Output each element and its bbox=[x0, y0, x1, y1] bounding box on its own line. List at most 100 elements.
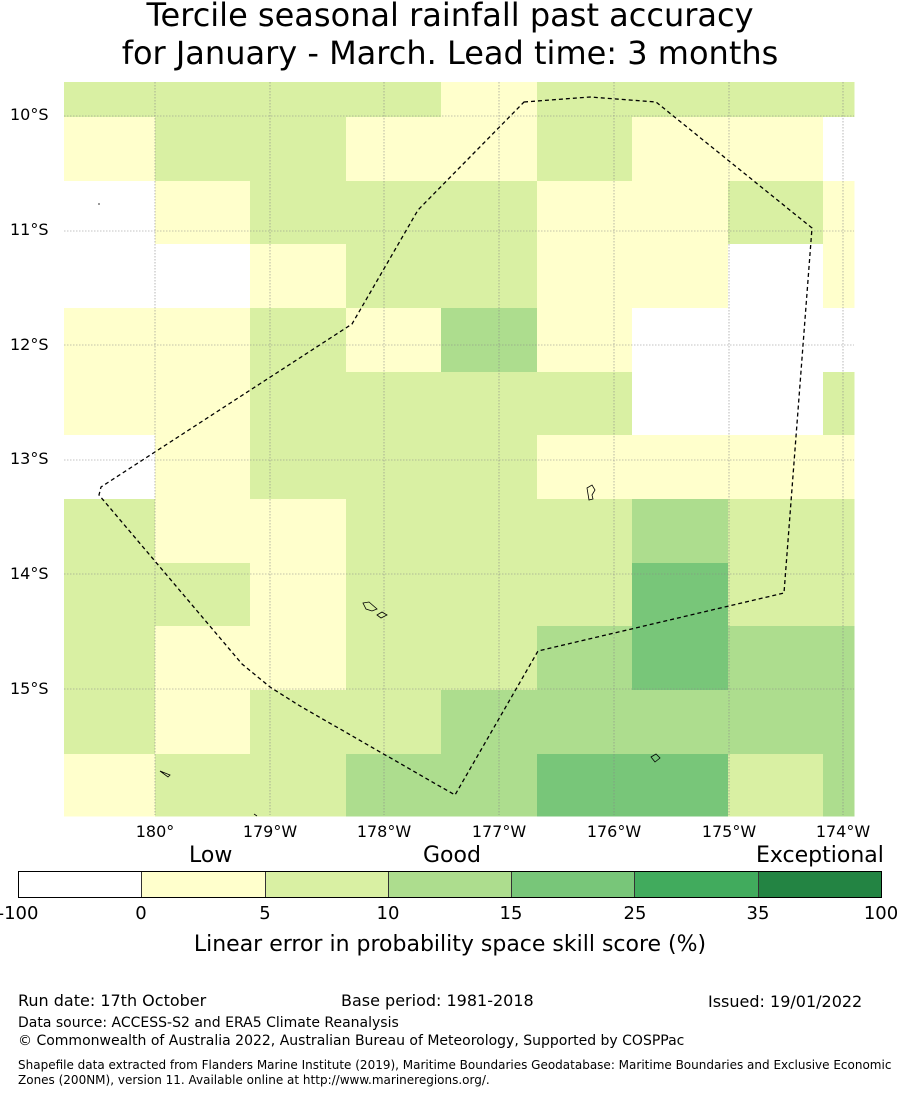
grid-cell bbox=[632, 308, 729, 373]
grid-cell bbox=[155, 82, 251, 118]
island-outline bbox=[586, 484, 596, 501]
legend-category-exceptional: Exceptional bbox=[756, 843, 884, 868]
grid-cell bbox=[728, 754, 824, 817]
shapefile-credit: Shapefile data extracted from Flanders M… bbox=[18, 1058, 892, 1087]
grid-cell bbox=[64, 499, 156, 564]
grid-cell bbox=[728, 499, 824, 564]
chart-title-line-2: for January - March. Lead time: 3 months bbox=[121, 34, 779, 72]
lat-label-10s: 10°S bbox=[10, 105, 49, 124]
grid-cell bbox=[346, 308, 442, 373]
grid-cell bbox=[632, 690, 729, 755]
grid-cell bbox=[441, 82, 538, 118]
grid-cell bbox=[728, 181, 824, 245]
grid-cell bbox=[823, 690, 855, 755]
grid-cell bbox=[64, 626, 156, 691]
lat-label-11s: 11°S bbox=[10, 220, 49, 239]
grid-cell bbox=[250, 690, 347, 755]
grid-cell bbox=[155, 435, 251, 500]
grid-cell bbox=[250, 754, 347, 817]
skill-score-map bbox=[64, 82, 855, 817]
grid-cell bbox=[441, 626, 538, 691]
grid-cell bbox=[441, 435, 538, 500]
colorbar-segment bbox=[265, 872, 389, 897]
grid-cell bbox=[728, 82, 824, 118]
grid-cell bbox=[64, 244, 156, 309]
grid-cell bbox=[155, 308, 251, 373]
grid-cell bbox=[64, 308, 156, 373]
lon-label-180: 180° bbox=[135, 822, 175, 841]
grid-cell bbox=[728, 117, 824, 182]
grid-cell bbox=[441, 754, 538, 817]
colorbar-tick: 25 bbox=[623, 903, 647, 924]
grid-cells bbox=[64, 82, 855, 817]
grid-cell bbox=[250, 308, 347, 373]
grid-cell bbox=[250, 563, 347, 627]
colorbar-title: Linear error in probability space skill … bbox=[193, 932, 707, 957]
grid-cell bbox=[728, 244, 824, 309]
legend-category-low: Low bbox=[189, 843, 233, 868]
grid-cell bbox=[155, 626, 251, 691]
grid-cell bbox=[537, 499, 633, 564]
grid-cell bbox=[728, 626, 824, 691]
grid-cell bbox=[441, 690, 538, 755]
eez-boundary bbox=[98, 96, 813, 796]
grid-cell bbox=[250, 181, 347, 245]
grid-cell bbox=[346, 626, 442, 691]
colorbar-segment bbox=[388, 872, 513, 897]
grid-cell bbox=[823, 754, 855, 817]
grid-cell bbox=[823, 244, 855, 309]
grid-cell bbox=[64, 181, 156, 245]
island-outline bbox=[253, 813, 258, 817]
grid-cell bbox=[537, 754, 633, 817]
grid-cell bbox=[346, 563, 442, 627]
lat-label-14s: 14°S bbox=[10, 564, 49, 583]
grid-cell bbox=[537, 563, 633, 627]
lon-label-175w: 175°W bbox=[701, 822, 757, 841]
colorbar-segment bbox=[512, 872, 636, 897]
grid-cell bbox=[441, 563, 538, 627]
grid-cell bbox=[64, 563, 156, 627]
grid-cell bbox=[823, 563, 855, 627]
island-outline bbox=[362, 601, 378, 612]
grid-cell bbox=[632, 117, 729, 182]
grid-cell bbox=[155, 499, 251, 564]
grid-cell bbox=[346, 690, 442, 755]
grid-cell bbox=[441, 499, 538, 564]
legend-category-good: Good bbox=[423, 843, 481, 868]
grid-cell bbox=[537, 690, 633, 755]
colorbar-tick: -100 bbox=[0, 903, 39, 924]
lon-label-174w: 174°W bbox=[815, 822, 871, 841]
grid-cell bbox=[537, 308, 633, 373]
lon-label-178w: 178°W bbox=[356, 822, 412, 841]
colorbar-segment bbox=[758, 872, 881, 897]
grid-cell bbox=[537, 435, 633, 500]
grid-cell bbox=[632, 244, 729, 309]
island-outlines bbox=[98, 203, 661, 817]
grid-cell bbox=[250, 435, 347, 500]
base-period: Base period: 1981-2018 bbox=[341, 991, 534, 1010]
colorbar-tick: 5 bbox=[259, 903, 271, 924]
colorbar bbox=[18, 871, 882, 898]
grid-cell bbox=[64, 754, 156, 817]
grid-cell bbox=[155, 690, 251, 755]
grid-cell bbox=[155, 754, 251, 817]
island-outline bbox=[650, 753, 661, 763]
grid-cell bbox=[823, 181, 855, 245]
grid-cell bbox=[155, 372, 251, 436]
grid-cell bbox=[64, 435, 156, 500]
grid-cell bbox=[64, 690, 156, 755]
grid-cell bbox=[823, 82, 855, 118]
lat-label-13s: 13°S bbox=[10, 449, 49, 468]
grid-cell bbox=[346, 499, 442, 564]
grid-cell bbox=[64, 82, 156, 118]
grid-cell bbox=[346, 435, 442, 500]
data-source: Data source: ACCESS-S2 and ERA5 Climate … bbox=[18, 1015, 399, 1031]
grid-cell bbox=[823, 626, 855, 691]
grid-cell bbox=[346, 244, 442, 309]
grid-cell bbox=[155, 117, 251, 182]
grid-cell bbox=[728, 690, 824, 755]
grid-cell bbox=[823, 372, 855, 436]
lon-label-179w: 179°W bbox=[242, 822, 298, 841]
island-outline bbox=[376, 611, 388, 619]
colorbar-tick: 100 bbox=[863, 903, 899, 924]
